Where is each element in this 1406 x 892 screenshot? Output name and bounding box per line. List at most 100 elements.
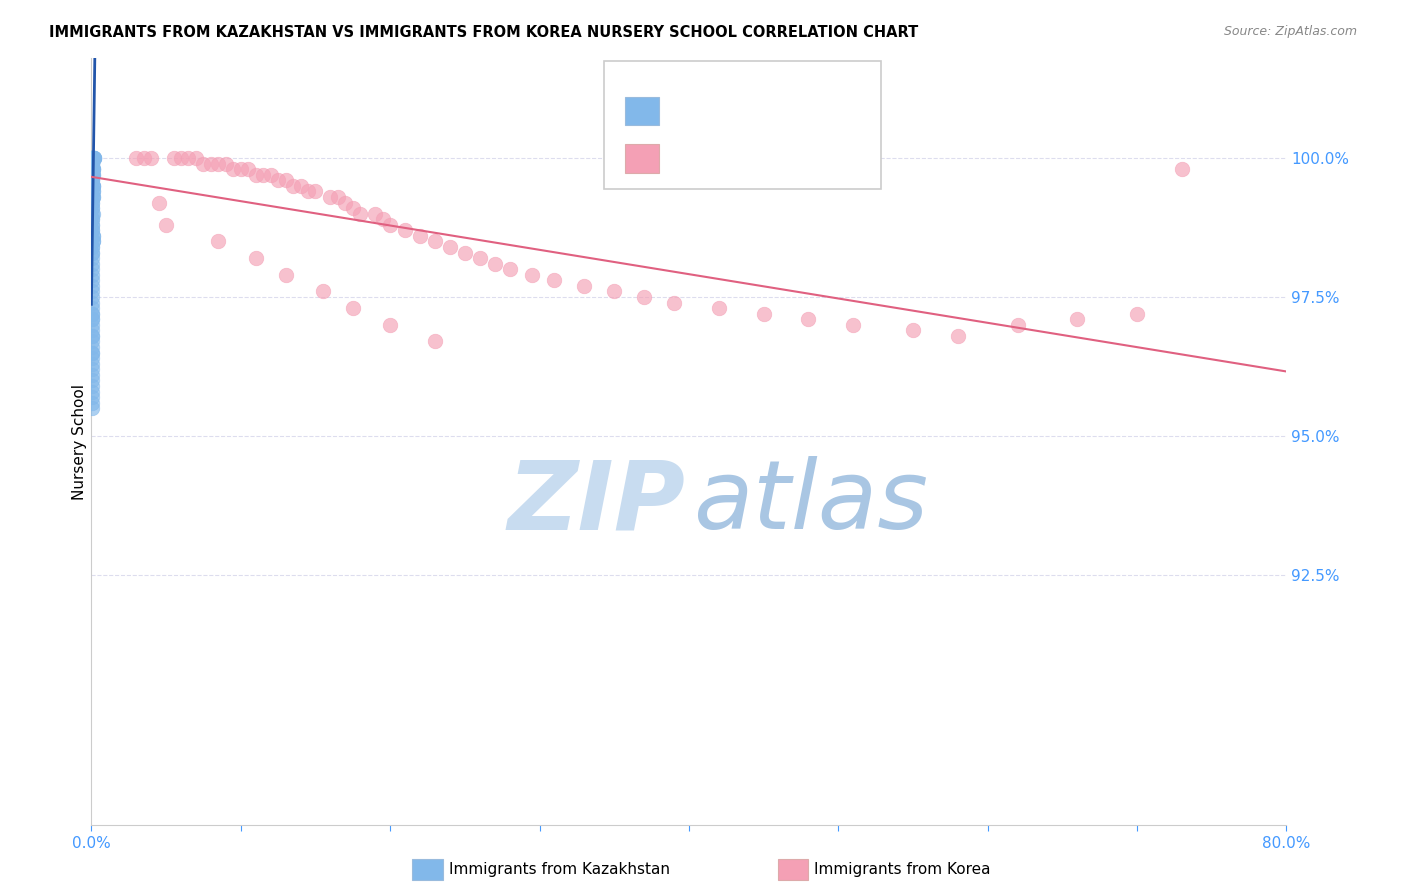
Point — [82, 173, 104, 187]
Point — [439, 240, 461, 254]
Point — [82, 178, 104, 193]
Point — [82, 178, 104, 193]
Point — [238, 162, 260, 177]
Point — [200, 156, 222, 170]
Point — [83, 151, 105, 165]
Text: N = 64: N = 64 — [762, 145, 824, 164]
Point — [80, 168, 103, 182]
Point — [252, 168, 274, 182]
Point — [82, 228, 104, 243]
Point — [80, 273, 103, 287]
Point — [281, 178, 304, 193]
Point — [574, 279, 596, 293]
Point — [82, 185, 104, 199]
Point — [80, 312, 103, 326]
Point — [80, 373, 103, 387]
Point — [82, 307, 104, 321]
Point — [80, 307, 103, 321]
Point — [80, 351, 103, 366]
Point — [707, 301, 730, 315]
Point — [423, 334, 446, 349]
Point — [80, 323, 103, 337]
Point — [394, 223, 416, 237]
Point — [499, 262, 522, 277]
Point — [274, 268, 297, 282]
Point — [82, 251, 104, 265]
Text: R = 0.308: R = 0.308 — [668, 145, 758, 164]
Point — [1171, 162, 1194, 177]
Point — [83, 151, 105, 165]
Point — [82, 201, 104, 215]
Point — [80, 318, 103, 332]
Point — [80, 340, 103, 354]
Point — [245, 251, 267, 265]
Point — [290, 178, 312, 193]
Point — [82, 223, 104, 237]
Point — [177, 151, 200, 165]
Point — [82, 201, 104, 215]
Point — [349, 206, 371, 220]
Point — [662, 295, 685, 310]
Point — [80, 395, 103, 409]
Point — [423, 235, 446, 249]
Point — [82, 151, 104, 165]
Point — [80, 345, 103, 359]
Point — [304, 185, 326, 199]
Point — [215, 156, 238, 170]
Text: Immigrants from Kazakhstan: Immigrants from Kazakhstan — [449, 863, 669, 877]
Point — [80, 195, 103, 210]
Point — [80, 240, 103, 254]
Point — [454, 245, 477, 260]
Point — [468, 251, 491, 265]
Point — [82, 151, 104, 165]
Point — [83, 151, 105, 165]
Point — [82, 223, 104, 237]
Point — [80, 290, 103, 304]
Point — [148, 195, 170, 210]
Text: N = 93: N = 93 — [762, 98, 824, 116]
Point — [207, 235, 229, 249]
Point — [155, 218, 177, 232]
Point — [222, 162, 245, 177]
Point — [82, 151, 104, 165]
Point — [82, 235, 104, 249]
Point — [946, 329, 969, 343]
Text: Immigrants from Korea: Immigrants from Korea — [814, 863, 991, 877]
Point — [82, 218, 104, 232]
Point — [82, 151, 104, 165]
Point — [319, 190, 342, 204]
Point — [80, 268, 103, 282]
Point — [335, 195, 357, 210]
Point — [82, 257, 104, 271]
Text: atlas: atlas — [693, 457, 928, 549]
Point — [409, 228, 432, 243]
Point — [82, 151, 104, 165]
Point — [170, 151, 193, 165]
Y-axis label: Nursery School: Nursery School — [72, 384, 87, 500]
Text: IMMIGRANTS FROM KAZAKHSTAN VS IMMIGRANTS FROM KOREA NURSERY SCHOOL CORRELATION C: IMMIGRANTS FROM KAZAKHSTAN VS IMMIGRANTS… — [49, 25, 918, 40]
Point — [274, 173, 297, 187]
Point — [1066, 312, 1088, 326]
Point — [80, 262, 103, 277]
Point — [326, 190, 349, 204]
Point — [80, 301, 103, 315]
Point — [80, 295, 103, 310]
Point — [797, 312, 820, 326]
Point — [82, 162, 104, 177]
Point — [193, 156, 215, 170]
Point — [80, 240, 103, 254]
Point — [82, 151, 104, 165]
Text: Source: ZipAtlas.com: Source: ZipAtlas.com — [1223, 25, 1357, 38]
Point — [80, 212, 103, 227]
Point — [1007, 318, 1029, 332]
Point — [342, 301, 364, 315]
Point — [82, 162, 104, 177]
Point — [80, 156, 103, 170]
Point — [259, 168, 281, 182]
Point — [380, 218, 402, 232]
Point — [80, 312, 103, 326]
Point — [80, 329, 103, 343]
Text: R = 0.456: R = 0.456 — [668, 98, 758, 116]
Point — [82, 162, 104, 177]
Point — [80, 390, 103, 404]
